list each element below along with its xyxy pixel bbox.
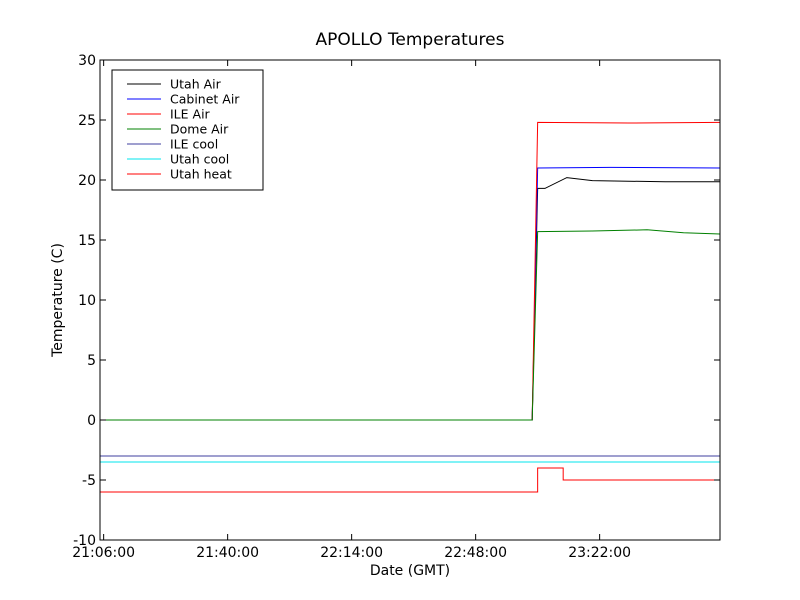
y-tick-label: 25 [78, 113, 96, 129]
series-layer [100, 121, 721, 493]
legend-label: Dome Air [170, 122, 229, 137]
x-tick-label: 21:40:00 [196, 545, 259, 561]
legend-label: ILE Air [170, 107, 211, 122]
series-line-7 [100, 467, 720, 493]
y-tick-label: 10 [78, 293, 96, 309]
y-tick-label: -5 [82, 473, 96, 489]
ticks-layer: 21:06:00 21:40:00 22:14:00 22:48:00 23:22:00… [72, 53, 720, 561]
y-tick-label: -10 [73, 533, 96, 549]
legend-box [111, 69, 264, 191]
legend-label: Utah Air [170, 77, 222, 92]
legend-label: Utah heat [170, 167, 232, 182]
x-tick-label: 22:48:00 [444, 545, 507, 561]
x-tick-label: 23:22:00 [568, 545, 631, 561]
x-tick-label: 21:06:00 [72, 545, 135, 561]
y-tick-label: 5 [87, 353, 96, 369]
y-tick-label: 30 [78, 53, 96, 69]
chart-title: APOLLO Temperatures [316, 30, 505, 50]
legend-label: Cabinet Air [170, 92, 240, 107]
y-tick-label: 15 [78, 233, 96, 249]
series-line-1 [100, 177, 720, 421]
series-line-4 [100, 229, 721, 421]
series-line-2 [100, 166, 721, 421]
x-tick-label: 22:14:00 [320, 545, 383, 561]
y-tick-label: 0 [87, 413, 96, 429]
y-axis-label: Temperature (C) [50, 243, 66, 358]
y-tick-label: 20 [78, 173, 96, 189]
legend-label: Utah cool [170, 152, 229, 167]
legend-label: ILE cool [170, 137, 218, 152]
x-axis-label: Date (GMT) [370, 563, 450, 579]
